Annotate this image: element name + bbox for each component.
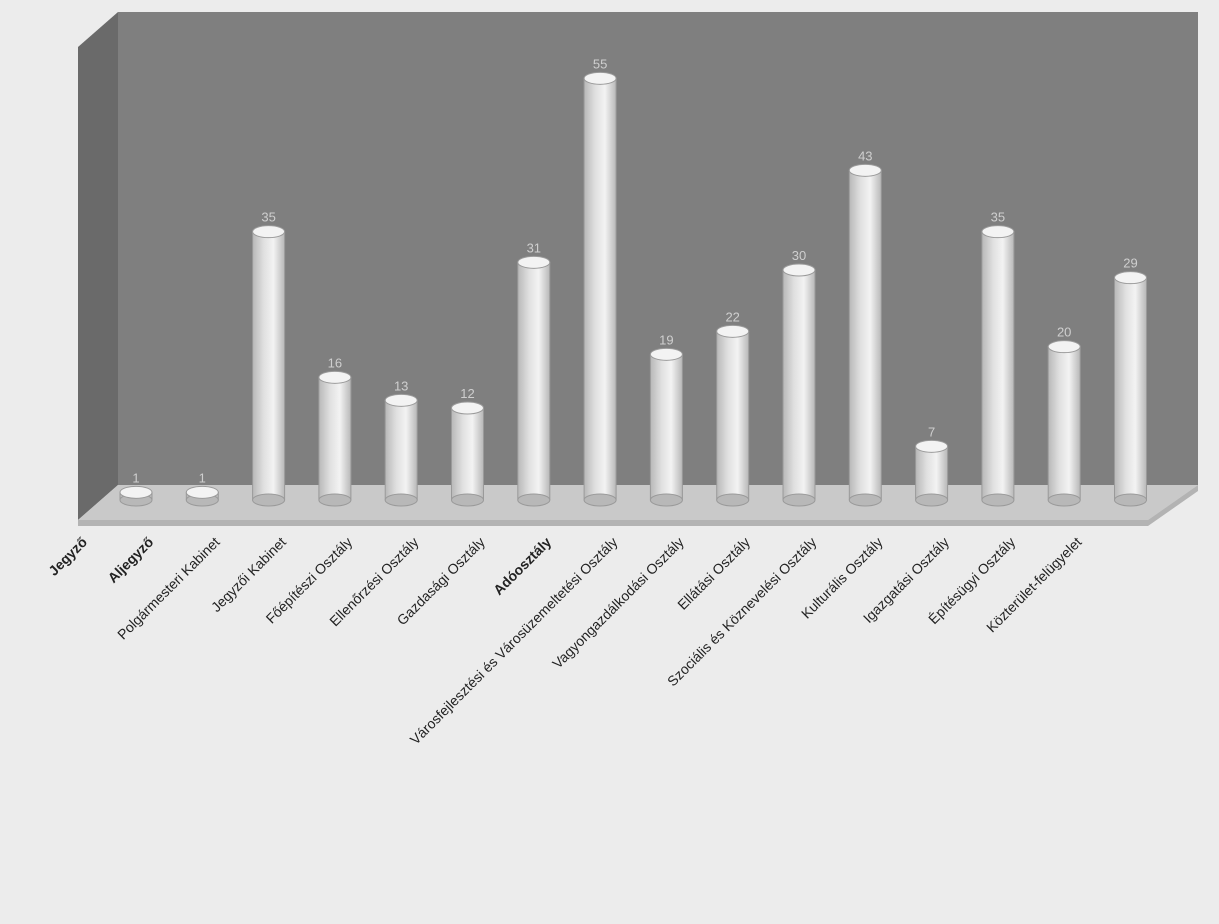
- cylinder-bar-8: [649, 353, 683, 501]
- cylinder-base-7: [583, 493, 617, 507]
- cylinder-bar-5: [451, 407, 484, 501]
- data-label-5: 12: [460, 386, 474, 401]
- cylinder-bar-3: [318, 376, 352, 501]
- cylinder-top-8: [649, 347, 683, 361]
- category-label-11: Szociális és Köznevelési Osztály: [664, 534, 819, 689]
- cylinder-bar-14: [1047, 346, 1081, 501]
- cylinder-bar-9: [716, 330, 750, 501]
- cylinder-top-9: [716, 324, 750, 338]
- data-label-1: 1: [199, 470, 206, 485]
- data-label-4: 13: [394, 378, 408, 393]
- cylinder-bar-7: [583, 77, 617, 501]
- cylinder-top-3: [318, 370, 352, 384]
- cylinder-base-3: [318, 493, 352, 507]
- cylinder-top-10: [782, 263, 816, 277]
- cylinder-base-9: [716, 493, 750, 507]
- side-wall: [78, 12, 118, 520]
- cylinder-top-13: [981, 225, 1015, 239]
- data-label-11: 43: [858, 148, 872, 163]
- cylinder-top-14: [1047, 340, 1081, 354]
- data-label-3: 16: [328, 355, 342, 370]
- cylinder-top-0: [119, 485, 153, 499]
- data-label-8: 19: [659, 332, 673, 347]
- cylinder-bar-2: [252, 231, 286, 501]
- cylinder-base-2: [252, 493, 286, 507]
- cylinder-base-12: [915, 493, 949, 507]
- cylinder-base-8: [649, 493, 683, 507]
- data-label-0: 1: [132, 470, 139, 485]
- cylinder-top-6: [517, 255, 551, 269]
- data-label-13: 35: [991, 210, 1005, 225]
- cylinder-bar-10: [782, 269, 816, 501]
- cylinder-top-4: [384, 393, 418, 407]
- cylinder-top-2: [252, 225, 286, 239]
- floor-edge: [78, 520, 1148, 526]
- cylinder-top-11: [848, 163, 882, 177]
- data-label-15: 29: [1123, 256, 1137, 271]
- cylinder-base-11: [848, 493, 882, 507]
- cylinder-base-5: [451, 493, 484, 507]
- cylinder-top-12: [915, 439, 949, 453]
- cylinder-bar-13: [981, 231, 1015, 501]
- data-label-14: 20: [1057, 325, 1071, 340]
- cylinder-top-15: [1114, 271, 1147, 285]
- cylinder-top-1: [185, 485, 219, 499]
- cylinder-base-4: [384, 493, 418, 507]
- cylinder-bar-15: [1114, 277, 1147, 501]
- cylinder-bar-6: [517, 261, 551, 501]
- cylinder-base-10: [782, 493, 816, 507]
- cylinder-base-6: [517, 493, 551, 507]
- floor-edge-right: [1148, 485, 1198, 526]
- cylinder-base-14: [1047, 493, 1081, 507]
- cylinder-top-7: [583, 71, 617, 85]
- cylinder-bar-11: [848, 169, 882, 501]
- category-label-9: Vagyongazdálkodási Osztály: [549, 534, 687, 672]
- floor: [78, 485, 1198, 520]
- data-label-12: 7: [928, 424, 935, 439]
- category-label-0: Jegyző: [45, 534, 90, 579]
- cylinder-bar-4: [384, 399, 418, 501]
- category-label-7: Adóosztály: [490, 534, 554, 598]
- category-label-1: Aljegyző: [104, 534, 156, 586]
- cylinder-top-5: [451, 401, 484, 415]
- cylinder-base-15: [1114, 493, 1147, 507]
- data-label-9: 22: [725, 309, 739, 324]
- cylinder-bar-12: [915, 445, 949, 501]
- back-wall: [118, 12, 1198, 485]
- data-label-6: 31: [527, 240, 541, 255]
- cylinder-base-13: [981, 493, 1015, 507]
- data-label-7: 55: [593, 56, 607, 71]
- data-label-2: 35: [261, 210, 275, 225]
- data-label-10: 30: [792, 248, 806, 263]
